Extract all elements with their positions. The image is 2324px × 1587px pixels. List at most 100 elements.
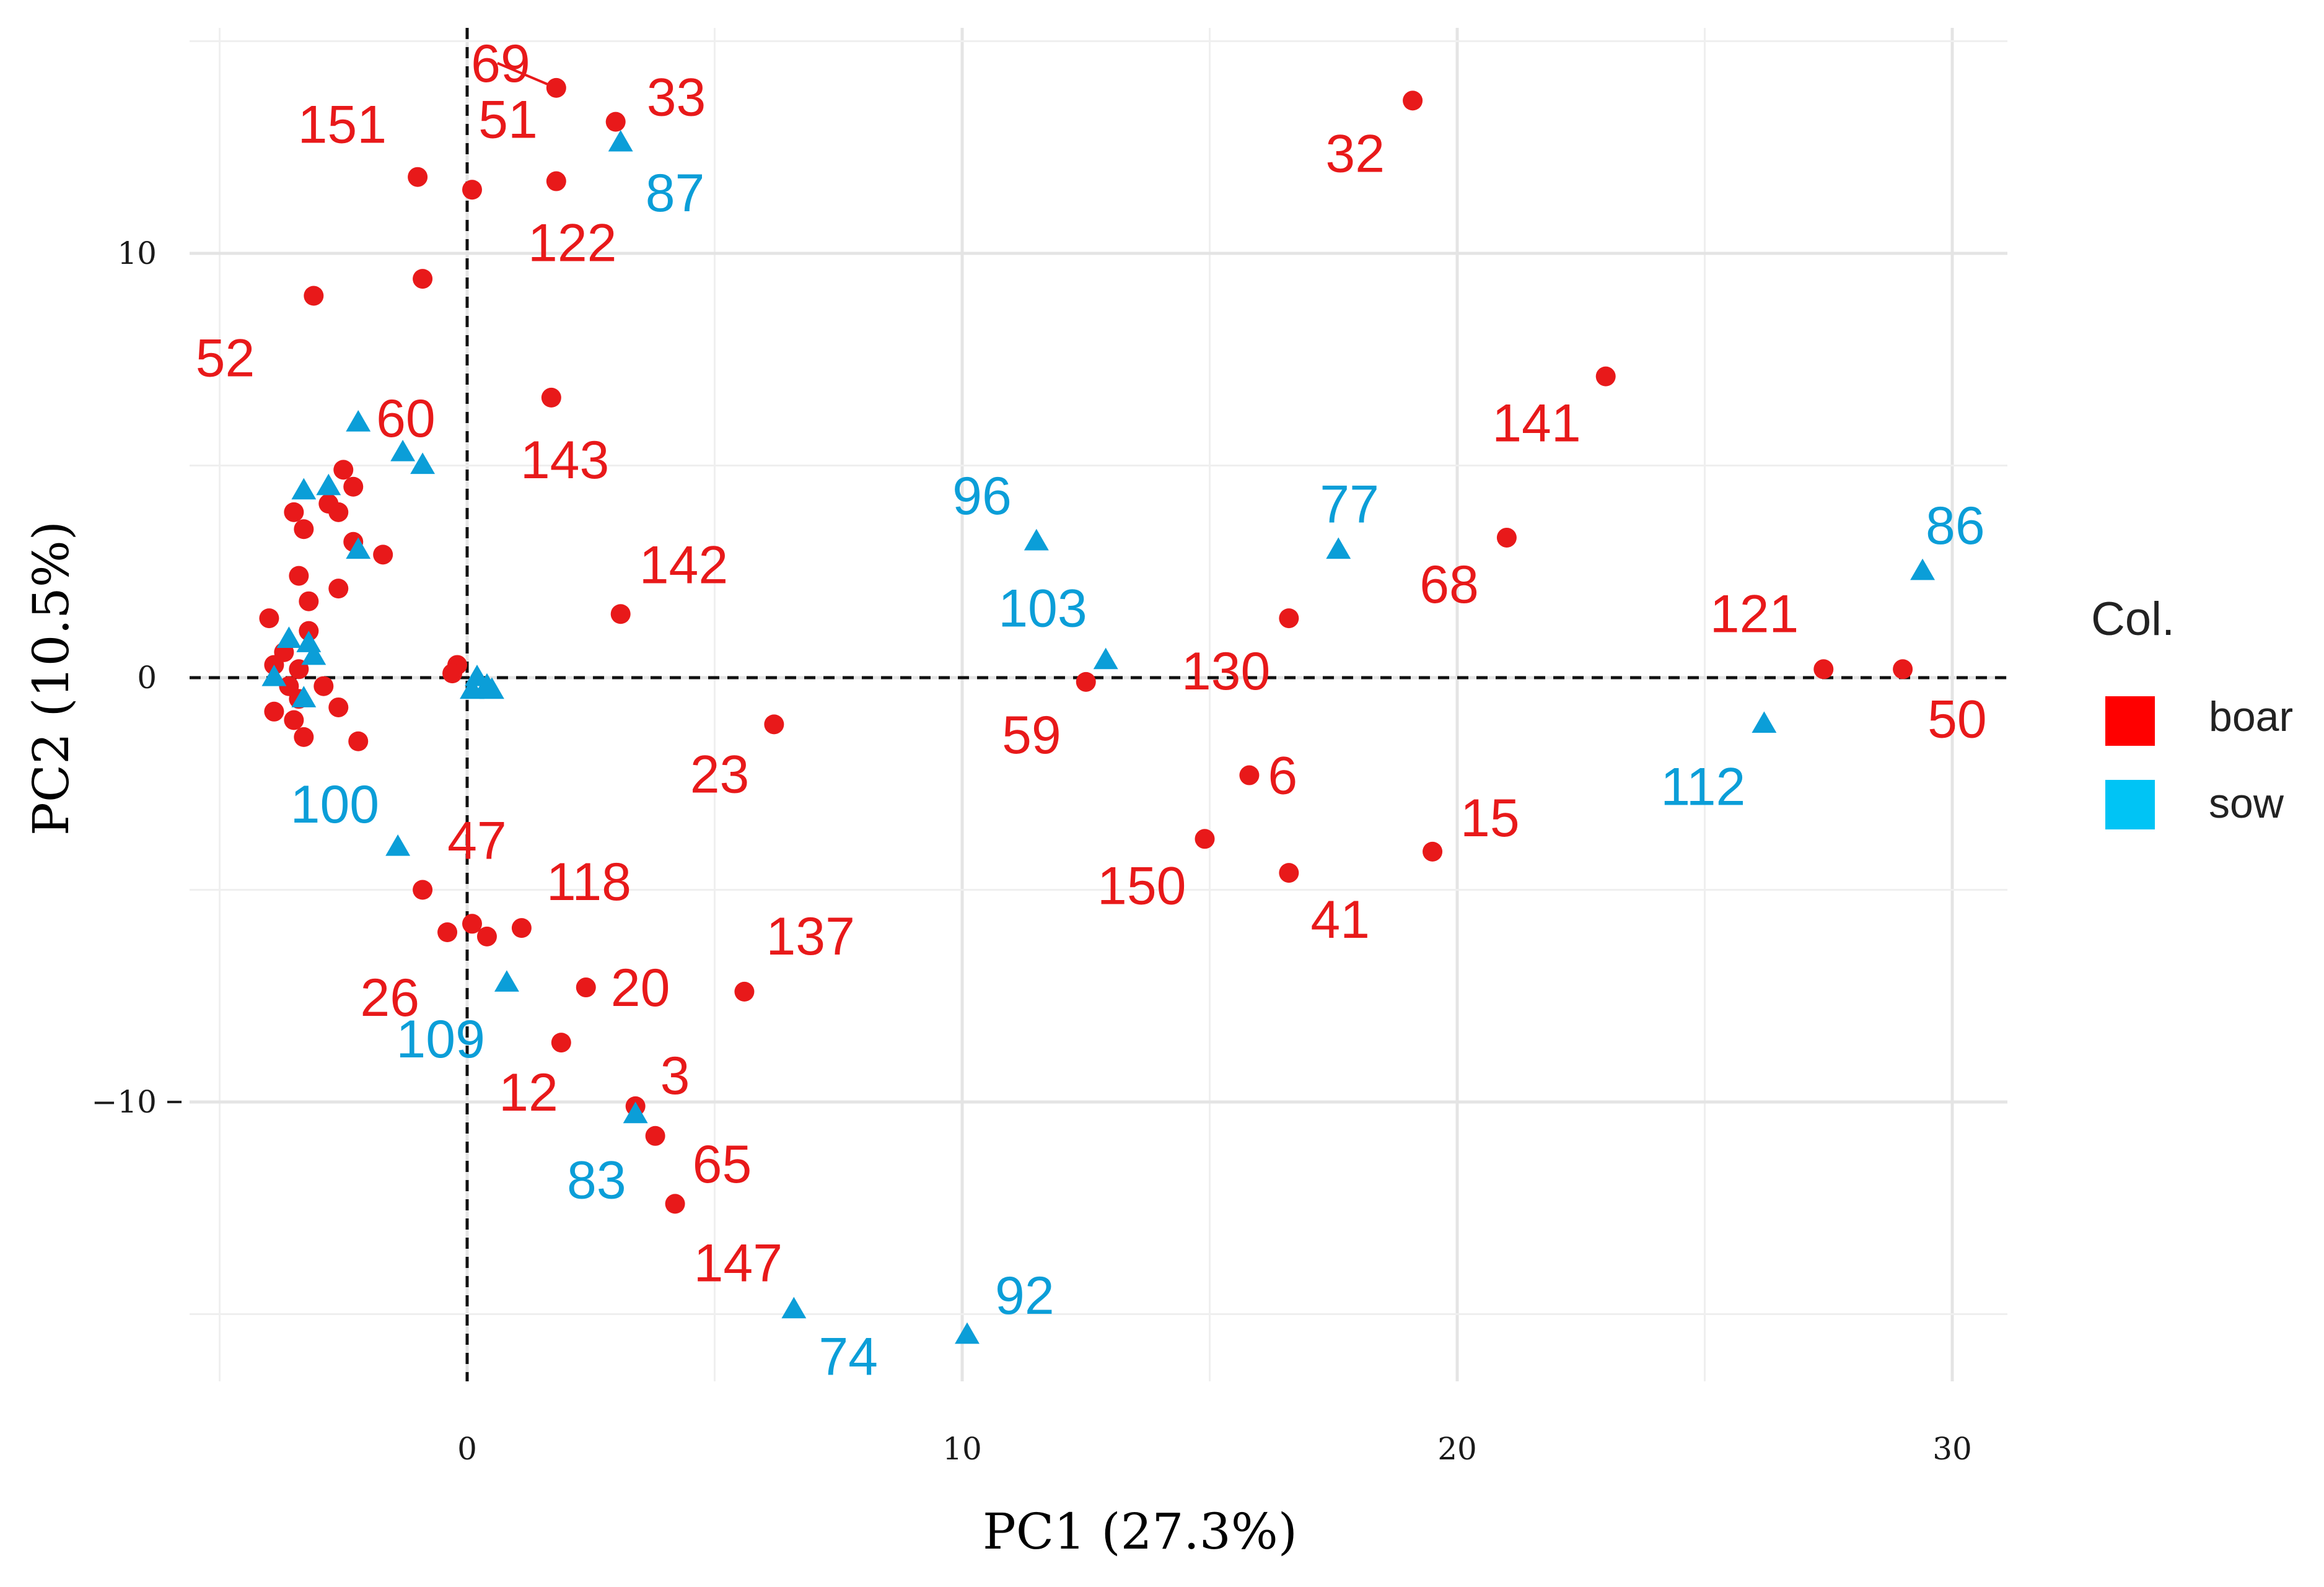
data-point-boar (1403, 90, 1423, 111)
point-label: 65 (693, 1135, 752, 1194)
y-axis-title: PC2 (10.5%) (22, 521, 80, 836)
data-point-boar (551, 1033, 571, 1053)
x-tick-label: 30 (1932, 1431, 1972, 1467)
data-point-sow (291, 686, 317, 707)
point-label: 151 (298, 95, 387, 155)
data-point-sow (410, 452, 436, 474)
point-label: 68 (1419, 555, 1479, 614)
data-point-sow (955, 1322, 980, 1344)
data-point-boar (541, 387, 561, 408)
data-point-boar (259, 608, 279, 629)
data-point-boar (665, 1194, 685, 1214)
point-label: 86 (1926, 496, 1985, 556)
point-label: 142 (639, 535, 729, 595)
data-point-boar (328, 579, 349, 599)
data-point-boar (462, 914, 482, 934)
point-label: 147 (694, 1233, 783, 1293)
data-point-sow (346, 537, 371, 559)
point-label: 32 (1325, 124, 1385, 183)
data-point-boar (284, 502, 304, 522)
y-tick-label: −10 (91, 1084, 157, 1120)
point-label: 41 (1310, 890, 1370, 950)
data-point-sow (316, 473, 341, 496)
data-point-sow (261, 665, 287, 686)
data-point-boar (1279, 608, 1299, 629)
data-point-boar (373, 544, 393, 565)
point-label: 143 (520, 431, 610, 490)
data-point-sow (1910, 558, 1936, 580)
reference-lines (190, 28, 2007, 1381)
data-point-boar (284, 710, 304, 730)
point-label: 15 (1460, 789, 1520, 848)
data-point-sow (1326, 537, 1351, 559)
point-label: 47 (447, 811, 507, 871)
data-point-boar (605, 111, 626, 132)
data-point-boar (734, 981, 755, 1002)
data-point-boar (264, 701, 284, 722)
data-point-boar (1595, 366, 1616, 387)
point-label: 141 (1492, 394, 1581, 453)
data-point-boar (413, 269, 433, 289)
label-leader-line (497, 62, 550, 86)
data-point-boar (546, 171, 566, 191)
point-label: 103 (998, 579, 1087, 639)
data-point-boar (408, 167, 428, 187)
point-label: 33 (647, 68, 706, 128)
data-point-sow (1024, 528, 1049, 551)
data-point-boar (1076, 671, 1096, 692)
point-label: 96 (952, 466, 1012, 526)
data-point-sow (301, 643, 327, 665)
axis-ticks: 0 10 20 30 −10 0 10 (91, 235, 1971, 1467)
data-point-boar (328, 697, 349, 717)
point-label: 52 (196, 329, 255, 388)
data-point-sow (276, 626, 302, 648)
data-point-boar (1239, 765, 1260, 785)
point-label: 60 (376, 389, 436, 448)
point-label: 112 (1660, 757, 1745, 816)
grid-lines (190, 28, 2007, 1381)
data-point-boar (476, 926, 497, 947)
point-label: 137 (766, 907, 855, 966)
point-label: 150 (1097, 856, 1186, 916)
data-point-sow (623, 1101, 648, 1124)
point-label: 122 (528, 213, 617, 273)
data-point-sow (1093, 647, 1118, 670)
data-point-boar (511, 918, 532, 938)
data-point-boar (304, 286, 324, 306)
legend: Col. boar sow (2091, 593, 2293, 829)
data-point-sow (608, 129, 633, 152)
data-point-boar (348, 731, 369, 751)
point-label: 121 (1710, 584, 1799, 644)
point-label: 20 (611, 958, 670, 1018)
legend-swatch-sow (2105, 780, 2155, 829)
data-point-boar (413, 880, 433, 900)
data-point-boar (328, 502, 349, 522)
data-point-sow (1752, 711, 1777, 733)
data-point-sow (390, 439, 416, 461)
point-label: 118 (546, 852, 631, 912)
data-point-boar (442, 663, 463, 684)
x-axis-title: PC1 (27.3%) (983, 1503, 1297, 1560)
point-label: 77 (1320, 475, 1379, 535)
x-tick-label: 20 (1437, 1431, 1477, 1467)
data-point-sow (781, 1296, 807, 1319)
data-point-boar (437, 922, 458, 942)
data-point-boar (546, 77, 566, 98)
x-tick-label: 10 (942, 1431, 982, 1467)
point-label: 26 (360, 968, 419, 1028)
legend-label-sow: sow (2209, 780, 2284, 827)
point-label: 100 (291, 775, 380, 834)
data-point-boar (299, 591, 319, 611)
data-point-sow (480, 677, 504, 699)
data-point-boar (1423, 841, 1443, 862)
point-label: 92 (995, 1266, 1055, 1326)
y-tick-label: 0 (137, 660, 157, 696)
point-label: 6 (1268, 746, 1297, 806)
point-label: 109 (396, 1010, 485, 1069)
point-label: 12 (499, 1063, 558, 1122)
data-point-boar (1195, 829, 1215, 849)
data-point-sow (385, 834, 411, 856)
data-point-boar (294, 727, 314, 747)
point-label: 50 (1927, 689, 1987, 749)
